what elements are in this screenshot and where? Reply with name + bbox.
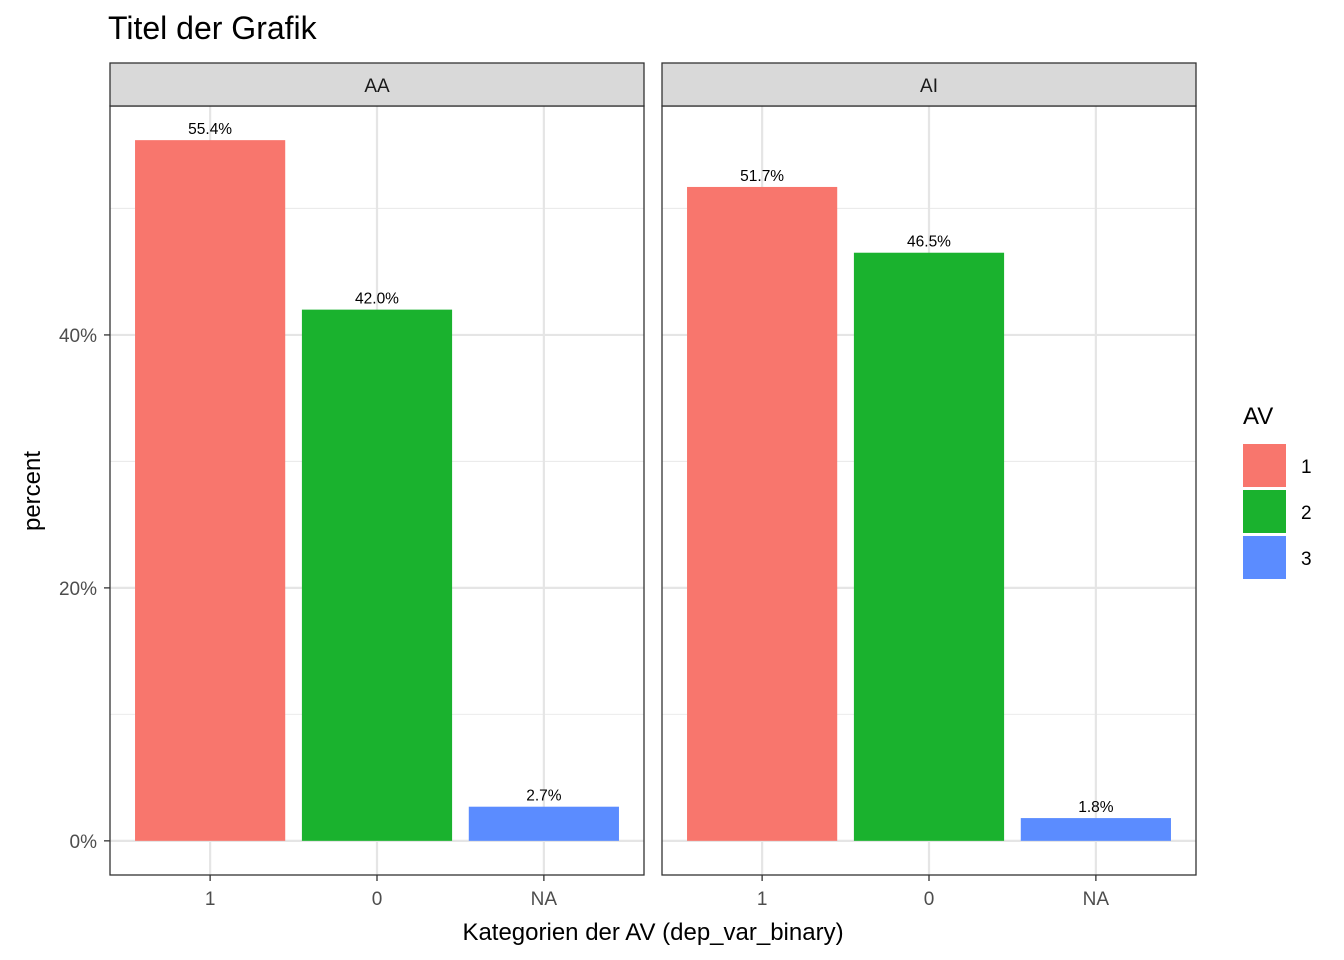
legend-key-3	[1243, 536, 1286, 579]
x-tick-label: 0	[924, 889, 935, 910]
legend-label: 3	[1301, 549, 1312, 570]
bar-aa-1	[135, 140, 286, 841]
bar-ai-na	[1020, 818, 1171, 841]
legend-key-2	[1243, 490, 1286, 533]
facet-panels: 55.4% 42.0% 2.7% AA 1 0 NA 51.7% 46.5% 1.8% AI 1 0 NA	[109, 62, 1197, 910]
bar-value-label: 46.5%	[907, 234, 951, 251]
x-tick-label: 1	[757, 889, 768, 910]
y-tick-label: 40%	[59, 326, 97, 347]
legend-title: AV	[1243, 403, 1273, 430]
bar-value-label: 51.7%	[740, 168, 784, 185]
facet-panel-aa: 55.4% 42.0% 2.7% AA 1 0 NA	[109, 62, 645, 910]
chart-title: Titel der Grafik	[108, 10, 318, 46]
facet-panel-ai: 51.7% 46.5% 1.8% AI 1 0 NA	[661, 62, 1197, 910]
bar-value-label: 1.8%	[1078, 799, 1114, 816]
x-tick-label: 1	[205, 889, 216, 910]
bar-value-label: 55.4%	[188, 121, 232, 138]
legend-label: 1	[1301, 457, 1312, 478]
x-axis-title: Kategorien der AV (dep_var_binary)	[462, 919, 843, 946]
legend: AV 1 2 3	[1243, 403, 1312, 579]
legend-key-1	[1243, 444, 1286, 487]
bar-value-label: 42.0%	[355, 291, 399, 308]
x-tick-label: NA	[1083, 889, 1110, 910]
bar-aa-0	[301, 309, 453, 841]
y-tick-label: 0%	[70, 832, 98, 853]
legend-label: 2	[1301, 503, 1312, 524]
facet-strip-label: AA	[364, 76, 390, 97]
y-tick-label: 20%	[59, 579, 97, 600]
bar-value-label: 2.7%	[526, 788, 562, 805]
bar-ai-0	[853, 252, 1005, 841]
facet-strip-label: AI	[920, 76, 938, 97]
facet-strip	[661, 62, 1197, 107]
bar-aa-na	[468, 806, 619, 841]
facet-strip	[109, 62, 645, 107]
y-axis: 0% 20% 40%	[59, 326, 110, 853]
x-tick-label: 0	[372, 889, 383, 910]
bar-ai-1	[687, 186, 838, 841]
y-axis-title: percent	[19, 451, 46, 531]
x-tick-label: NA	[531, 889, 558, 910]
